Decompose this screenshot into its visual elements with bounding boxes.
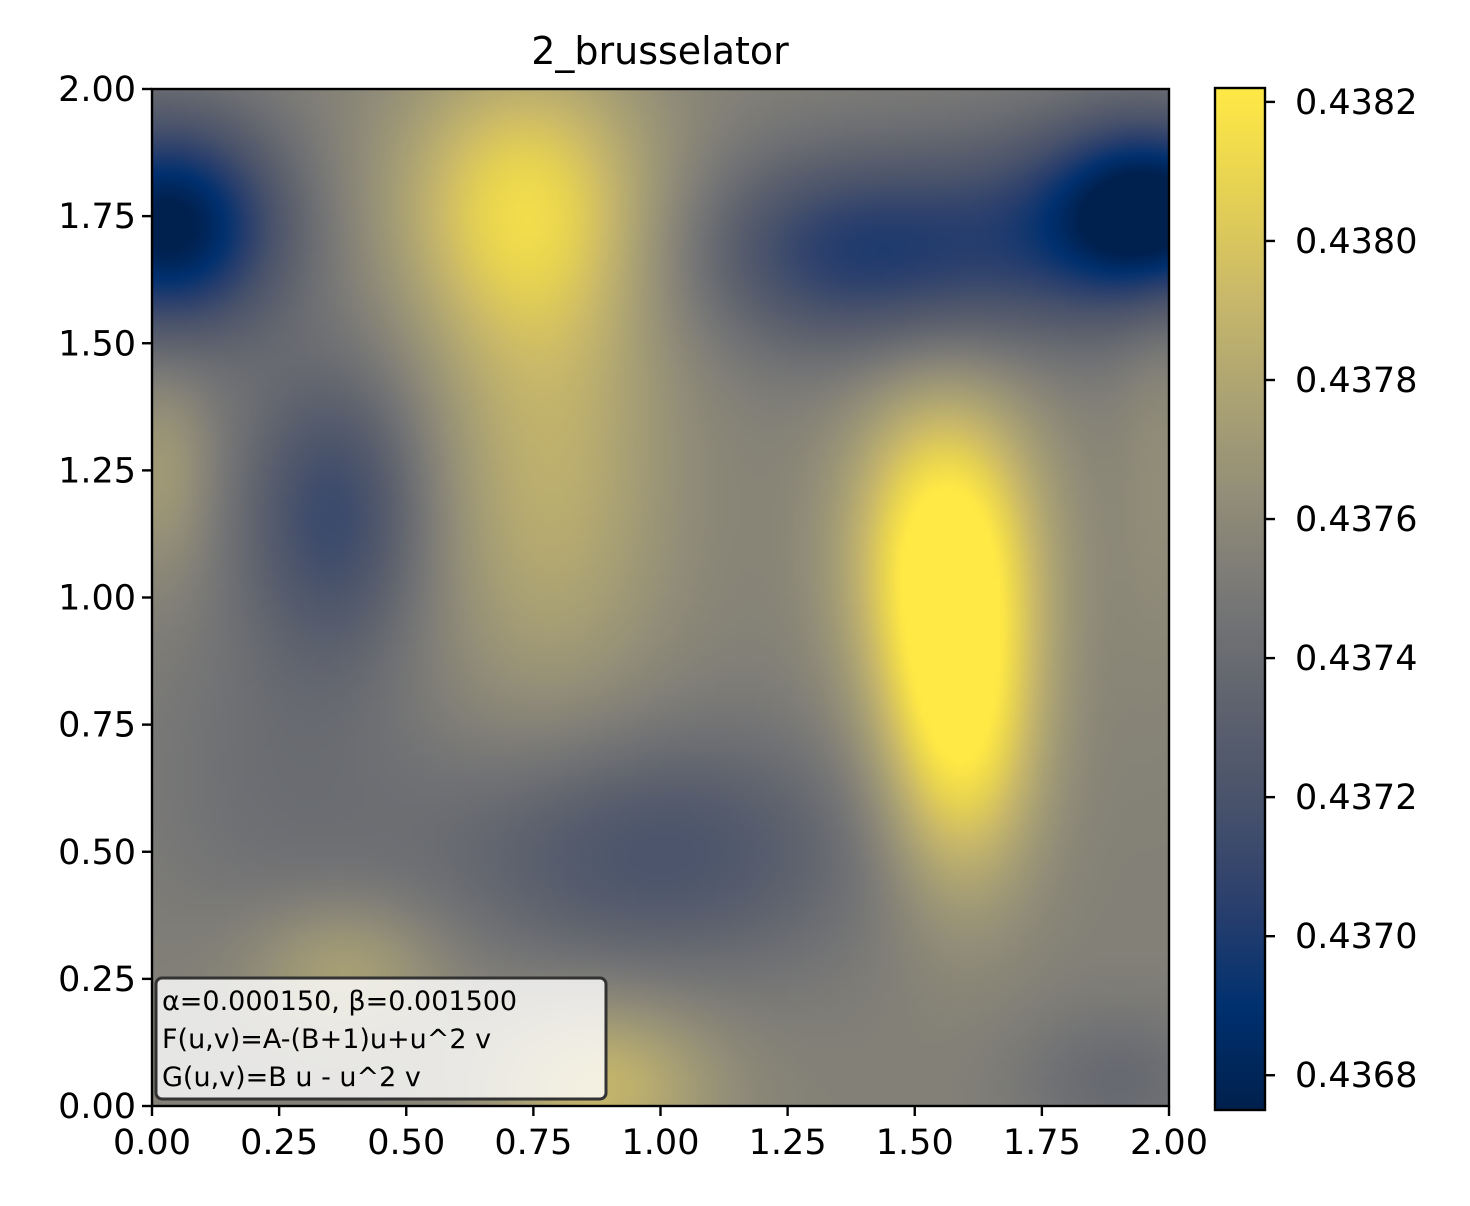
colorbar-tick-label: 0.4378 <box>1295 361 1417 401</box>
annotation-line-2: F(u,v)=A-(B+1)u+u^2 v <box>162 1024 491 1055</box>
x-tick-label: 1.00 <box>622 1123 700 1163</box>
y-tick-label: 0.75 <box>58 706 136 746</box>
y-tick-label: 0.50 <box>58 833 136 873</box>
x-tick-label: 2.00 <box>1130 1123 1208 1163</box>
colorbar-ticks: 0.4368 0.4370 0.4372 0.4374 0.4376 0.4378 0.43… <box>1265 83 1417 1096</box>
chart-title: 2_brusselator <box>531 29 789 73</box>
colorbar: 0.4368 0.4370 0.4372 0.4374 0.4376 0.4378 0.43… <box>1213 83 1417 1112</box>
colorbar-tick-label: 0.4370 <box>1295 917 1417 957</box>
heatmap-plot-area <box>150 87 1171 1108</box>
x-tick-label: 0.50 <box>367 1123 445 1163</box>
y-tick-label: 1.75 <box>58 197 136 237</box>
colorbar-gradient <box>1215 88 1265 1110</box>
y-tick-label: 1.50 <box>58 324 136 364</box>
colorbar-tick-label: 0.4372 <box>1295 778 1417 818</box>
colorbar-tick-label: 0.4380 <box>1295 222 1417 262</box>
annotation-background <box>154 976 608 1101</box>
x-tick-label: 1.50 <box>876 1123 954 1163</box>
colorbar-tick-label: 0.4374 <box>1295 639 1417 679</box>
x-tick-label: 1.75 <box>1003 1123 1081 1163</box>
x-tick-label: 1.25 <box>749 1123 827 1163</box>
x-axis: 0.00 0.25 0.50 0.75 1.00 1.25 1.50 1.75 2.00 <box>113 1106 1208 1163</box>
x-tick-label: 0.00 <box>113 1123 191 1163</box>
x-tick-label: 0.75 <box>494 1123 572 1163</box>
annotation-line-3: G(u,v)=B u - u^2 v <box>162 1062 421 1093</box>
y-tick-label: 0.00 <box>58 1087 136 1127</box>
y-tick-label: 1.00 <box>58 579 136 619</box>
colorbar-frame <box>1213 86 1267 1112</box>
x-tick-label: 0.25 <box>240 1123 318 1163</box>
heatmap-image <box>152 89 1169 1106</box>
annotation-box: α=0.000150, β=0.001500 F(u,v)=A-(B+1)u+u… <box>154 976 608 1101</box>
colorbar-tick-label: 0.4368 <box>1295 1056 1417 1096</box>
colorbar-tick-label: 0.4382 <box>1295 83 1417 123</box>
y-axis: 0.00 0.25 0.50 0.75 1.00 1.25 1.50 1.75 2.00 <box>58 70 152 1127</box>
y-tick-label: 2.00 <box>58 70 136 110</box>
y-tick-label: 1.25 <box>58 451 136 491</box>
y-tick-label: 0.25 <box>58 960 136 1000</box>
colorbar-tick-label: 0.4376 <box>1295 500 1417 540</box>
annotation-line-1: α=0.000150, β=0.001500 <box>162 986 517 1017</box>
